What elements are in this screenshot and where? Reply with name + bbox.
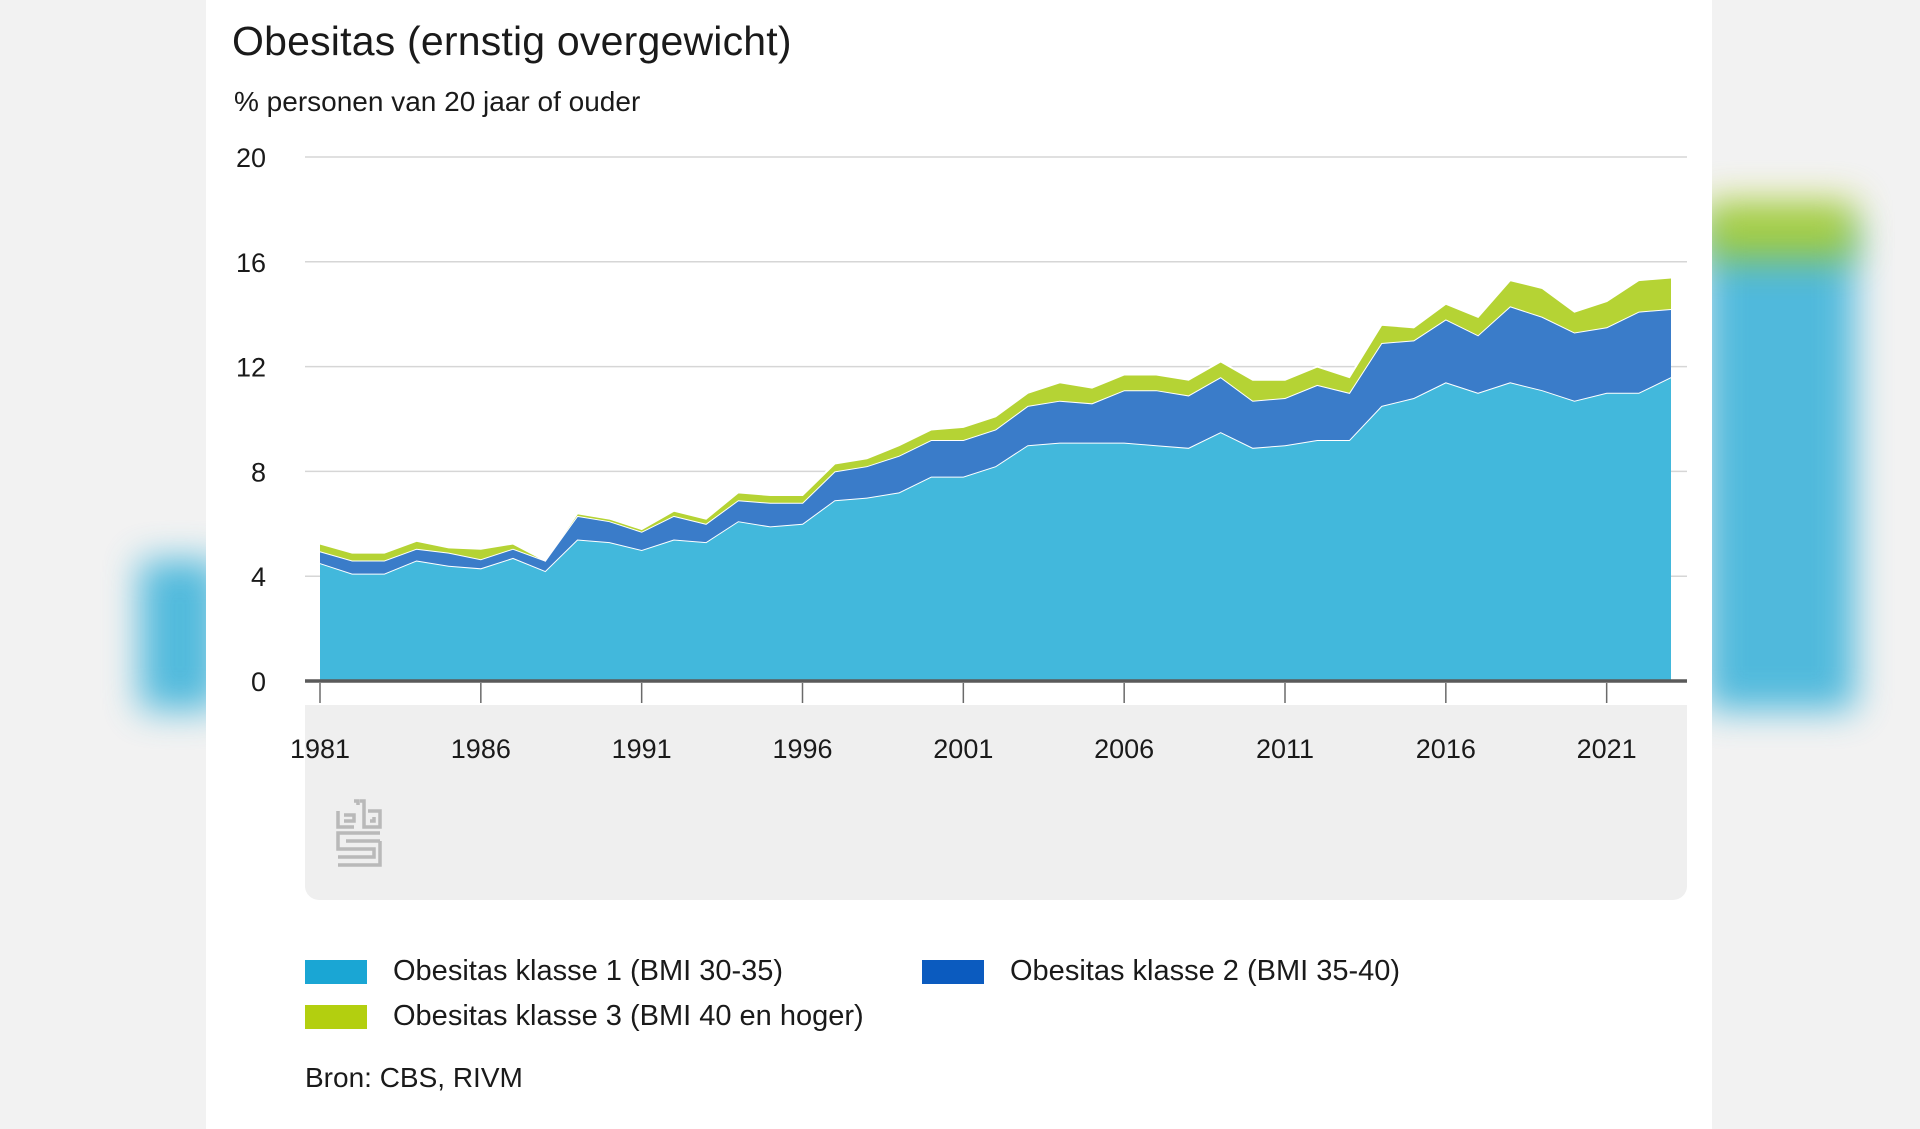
x-tick-label: 2011	[1256, 734, 1314, 764]
background-blur-right	[1705, 220, 1855, 710]
chart-subtitle: % personen van 20 jaar of ouder	[234, 86, 641, 117]
x-tick-label: 1986	[451, 734, 511, 764]
legend-swatch	[305, 1004, 367, 1029]
y-tick-label: 0	[251, 667, 266, 697]
legend-swatch	[922, 959, 984, 984]
y-tick-label: 20	[236, 143, 266, 173]
legend-swatch	[305, 959, 367, 984]
y-tick-label: 12	[236, 353, 266, 383]
area-series-3	[320, 277, 1671, 561]
x-tick-label: 1981	[290, 734, 350, 764]
x-tick-label: 1991	[612, 734, 672, 764]
chart-title: Obesitas (ernstig overgewicht)	[232, 18, 792, 64]
legend-item-klasse-1[interactable]: Obesitas klasse 1 (BMI 30-35)	[305, 955, 783, 988]
background-blur-right-top	[1705, 200, 1855, 260]
x-tick-label: 2001	[933, 734, 993, 764]
legend-item-klasse-3[interactable]: Obesitas klasse 3 (BMI 40 en hoger)	[305, 1000, 864, 1033]
x-tick-label: 2006	[1094, 734, 1154, 764]
legend-item-klasse-2[interactable]: Obesitas klasse 2 (BMI 35-40)	[922, 955, 1400, 988]
legend-label: Obesitas klasse 3 (BMI 40 en hoger)	[393, 1000, 864, 1032]
legend-label: Obesitas klasse 2 (BMI 35-40)	[1010, 955, 1401, 987]
cbs-logo-icon	[336, 799, 382, 867]
y-tick-label: 16	[236, 248, 266, 278]
x-tick-label: 2016	[1416, 734, 1476, 764]
x-tick-label: 1996	[772, 734, 832, 764]
chart-card: Obesitas (ernstig overgewicht) % persone…	[206, 0, 1712, 1129]
x-tick-label: 2021	[1577, 734, 1637, 764]
x-axis-panel	[305, 705, 1687, 900]
chart-source: Bron: CBS, RIVM	[305, 1062, 523, 1093]
y-tick-label: 4	[251, 562, 266, 592]
series-line-3	[319, 276, 1672, 562]
area-series-2	[320, 306, 1671, 574]
legend-label: Obesitas klasse 1 (BMI 30-35)	[393, 955, 784, 987]
area-series-1	[320, 377, 1671, 681]
y-tick-label: 8	[251, 457, 266, 487]
